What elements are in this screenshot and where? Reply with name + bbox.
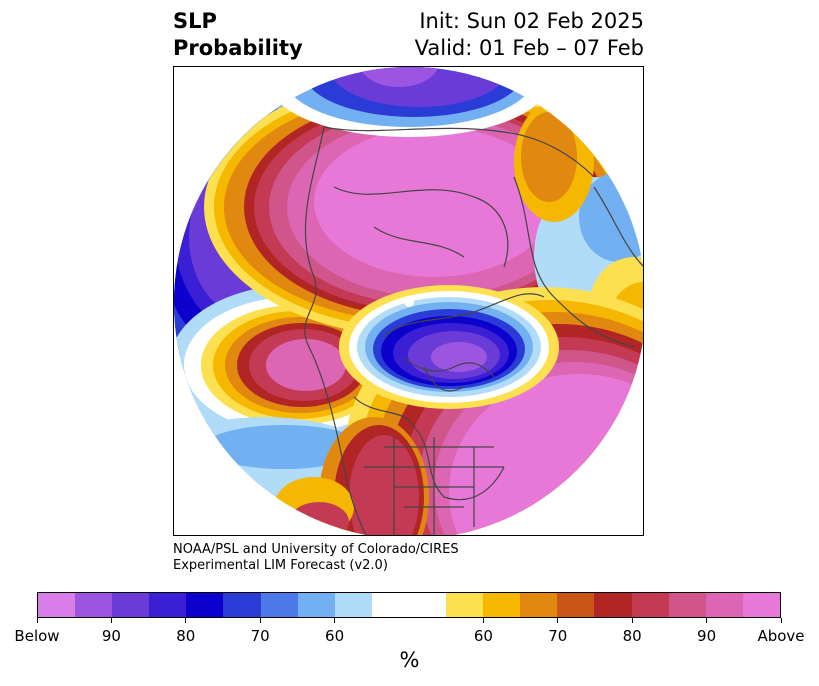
colorbar-tick-label: 60: [473, 627, 493, 645]
colorbar-tick-label: 90: [101, 627, 121, 645]
below-normal-north-rim: [269, 67, 549, 137]
colorbar-tick-label: 70: [548, 627, 568, 645]
colorbar-tick: [631, 618, 633, 623]
title-line-1: SLP: [173, 9, 217, 33]
colorbar-segment: [186, 593, 224, 617]
colorbar-segment: [557, 593, 595, 617]
colorbar-tick-label: 70: [250, 627, 270, 645]
colorbar-segment: [149, 593, 187, 617]
probability-field: [174, 67, 643, 535]
colorbar-segment: [260, 593, 298, 617]
colorbar-tick: [706, 618, 708, 623]
colorbar-tick-label: 80: [176, 627, 196, 645]
colorbar-segment: [483, 593, 521, 617]
colorbar-segment: [668, 593, 706, 617]
colorbar-segment: [742, 593, 780, 617]
colorbar-tick: [110, 618, 112, 623]
credit-line-2: Experimental LIM Forecast (v2.0): [173, 558, 388, 573]
colorbar-tick: [557, 618, 559, 623]
colorbar-segment: [594, 593, 632, 617]
credit-text: NOAA/PSL and University of Colorado/CIRE…: [173, 542, 459, 574]
colorbar-tick-label: 90: [697, 627, 717, 645]
colorbar-segment: [520, 593, 558, 617]
above-normal-pacific: [174, 285, 419, 445]
colorbar-segment: [371, 593, 409, 617]
colorbar-tick-label: Below: [14, 627, 60, 645]
colorbar-unit: %: [399, 648, 420, 672]
colorbar-segment: [334, 593, 372, 617]
colorbar-segment: [631, 593, 669, 617]
colorbar-tick-label: 60: [325, 627, 345, 645]
colorbar-tick: [185, 618, 187, 623]
colorbar-tick-label: 80: [622, 627, 642, 645]
colorbar-tick: [482, 618, 484, 623]
colorbar-segment: [446, 593, 484, 617]
colorbar-segment: [38, 593, 76, 617]
title-line-2: Probability: [173, 36, 303, 60]
colorbar-tick: [334, 618, 336, 623]
init-date: Init: Sun 02 Feb 2025: [419, 9, 644, 33]
map-title: SLP Probability: [173, 8, 303, 62]
credit-line-1: NOAA/PSL and University of Colorado/CIRE…: [173, 542, 459, 557]
colorbar-segment: [297, 593, 335, 617]
colorbar-segment: [112, 593, 150, 617]
valid-range: Valid: 01 Feb – 07 Feb: [414, 36, 644, 60]
colorbar-segment: [705, 593, 743, 617]
colorbar-tick: [780, 618, 782, 623]
colorbar-segment: [223, 593, 261, 617]
colorbar-tick-label: Above: [757, 627, 805, 645]
polar-map-svg: [174, 67, 643, 535]
forecast-dates: Init: Sun 02 Feb 2025 Valid: 01 Feb – 07…: [415, 8, 644, 62]
colorbar-segment: [408, 593, 447, 617]
coastlines: [304, 126, 643, 535]
colorbar-ticks: Below 90 80 70 60 60 70 80 90 Above: [14, 618, 805, 648]
colorbar: [37, 592, 781, 618]
colorbar-tick: [259, 618, 261, 623]
colorbar-tick: [36, 618, 38, 623]
probability-map: [173, 66, 644, 536]
colorbar-segment: [75, 593, 113, 617]
